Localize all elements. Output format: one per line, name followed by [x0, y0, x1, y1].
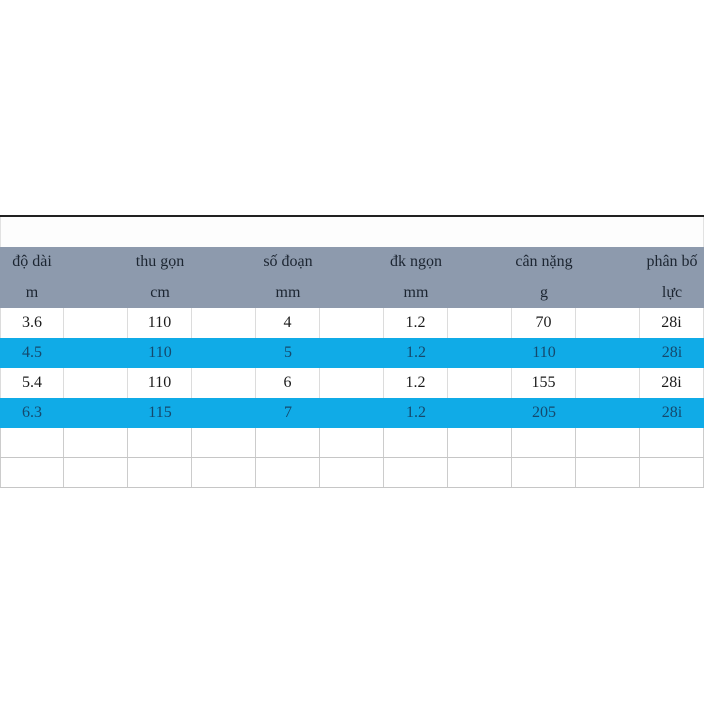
- table-cell: 6: [256, 368, 320, 398]
- header-name-row: độ dài thu gọn số đoạn đk ngọn cân nặng phân …: [0, 247, 704, 277]
- table-cell: 1.2: [406, 404, 426, 421]
- spacer-cell: [448, 368, 512, 398]
- spacer-cell: [576, 398, 640, 428]
- spacer-cell: [192, 398, 256, 428]
- table-cell: 70: [512, 308, 576, 338]
- spacer-cell: [576, 308, 640, 338]
- spacer-cell: [320, 368, 384, 398]
- empty-cell: [512, 458, 576, 487]
- spacer-cell: [64, 308, 128, 338]
- table-cell: 5: [284, 344, 292, 361]
- spacer-cell: [320, 338, 384, 368]
- table-cell: 28i: [661, 404, 683, 421]
- header-cell: độ dài: [12, 253, 52, 270]
- table-cell: 28i: [640, 368, 704, 398]
- empty-cell: [576, 458, 640, 487]
- header-unit-row: m cm mm mm g lực: [0, 277, 704, 308]
- empty-row: [0, 458, 704, 488]
- empty-cell: [256, 428, 320, 457]
- table-cell: 1.2: [384, 308, 448, 338]
- empty-cell: [448, 458, 512, 487]
- spacer-cell: [576, 338, 640, 368]
- empty-cell: [0, 428, 64, 457]
- table-cell: 7: [284, 404, 292, 421]
- table-cell: 115: [148, 404, 172, 421]
- table-body: 3.6 110 4 1.2 70 28i 4.5 110 5 1.2 110 28i 5.4 110 6 1.…: [0, 308, 704, 428]
- spacer-cell: [320, 308, 384, 338]
- table-cell: 3.6: [0, 308, 64, 338]
- table-top-border: [0, 215, 704, 217]
- table-cell: 155: [512, 368, 576, 398]
- spacer-cell: [192, 338, 256, 368]
- empty-cell: [128, 428, 192, 457]
- table-cell: 1.2: [384, 368, 448, 398]
- table-cell: 205: [532, 404, 556, 421]
- spacer-cell: [448, 308, 512, 338]
- spacer-cell: [64, 368, 128, 398]
- table-row: 4.5 110 5 1.2 110 28i: [0, 338, 704, 368]
- empty-cell: [384, 458, 448, 487]
- table-cell: 6.3: [22, 404, 42, 421]
- empty-cell: [320, 458, 384, 487]
- empty-cell: [448, 428, 512, 457]
- spacer-cell: [448, 338, 512, 368]
- spacer-cell: [192, 308, 256, 338]
- table-empty-rows: [0, 428, 704, 488]
- table-cell: 4.5: [22, 344, 42, 361]
- table-cell: 1.2: [406, 344, 426, 361]
- empty-cell: [512, 428, 576, 457]
- empty-cell: [0, 458, 64, 487]
- header-cell: cân nặng: [515, 253, 573, 270]
- empty-cell: [576, 428, 640, 457]
- spacer-cell: [64, 338, 128, 368]
- spacer-cell: [64, 398, 128, 428]
- header-cell: đk ngọn: [390, 253, 442, 270]
- table-row: 6.3 115 7 1.2 205 28i: [0, 398, 704, 428]
- unit-cell: mm: [275, 283, 301, 301]
- empty-cell: [640, 458, 704, 487]
- unit-cell: g: [540, 283, 548, 301]
- spacer-cell: [192, 368, 256, 398]
- header-cell: số đoạn: [263, 253, 313, 270]
- spacer-cell: [320, 398, 384, 428]
- unit-cell: cm: [150, 283, 170, 301]
- unit-cell: mm: [403, 283, 429, 301]
- spacer-cell: [448, 398, 512, 428]
- table-cell: 110: [148, 344, 172, 361]
- table-cell: 110: [128, 308, 192, 338]
- table-cell: 4: [256, 308, 320, 338]
- empty-cell: [640, 428, 704, 457]
- header-cell: phân bố: [646, 253, 698, 270]
- table-row: 3.6 110 4 1.2 70 28i: [0, 308, 704, 338]
- empty-cell: [64, 458, 128, 487]
- table-cell: 110: [532, 344, 556, 361]
- empty-cell: [256, 458, 320, 487]
- empty-cell: [192, 458, 256, 487]
- table-cell: 28i: [640, 308, 704, 338]
- empty-cell: [64, 428, 128, 457]
- header-cell: thu gọn: [135, 253, 185, 270]
- table-header: độ dài thu gọn số đoạn đk ngọn cân nặng phân …: [0, 247, 704, 308]
- spacer-cell: [576, 368, 640, 398]
- empty-cell: [384, 428, 448, 457]
- spacer-row: [0, 217, 704, 247]
- unit-cell: lực: [661, 283, 683, 301]
- spec-table: độ dài thu gọn số đoạn đk ngọn cân nặng phân …: [0, 215, 704, 488]
- unit-cell: m: [25, 283, 39, 301]
- empty-cell: [320, 428, 384, 457]
- empty-cell: [128, 458, 192, 487]
- table-cell: 28i: [661, 344, 683, 361]
- table-cell: 5.4: [0, 368, 64, 398]
- table-row: 5.4 110 6 1.2 155 28i: [0, 368, 704, 398]
- table-cell: 110: [128, 368, 192, 398]
- empty-row: [0, 428, 704, 458]
- empty-cell: [192, 428, 256, 457]
